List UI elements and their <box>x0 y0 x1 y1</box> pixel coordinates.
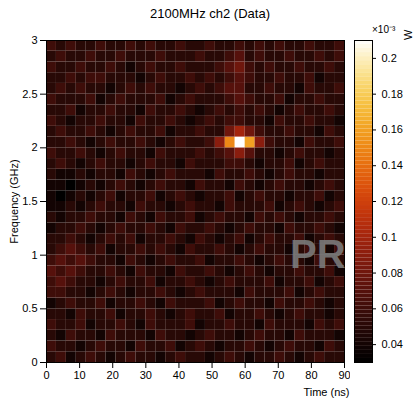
svg-text:40: 40 <box>173 369 185 381</box>
svg-text:50: 50 <box>206 369 218 381</box>
html-text:W: W <box>402 29 414 40</box>
svg-text:80: 80 <box>305 369 317 381</box>
svg-text:90: 90 <box>338 369 350 381</box>
svg-text:60: 60 <box>239 369 251 381</box>
svg-text:0.2: 0.2 <box>382 52 397 64</box>
html-text:PR: PR <box>290 232 346 276</box>
svg-text:Frequency (GHz): Frequency (GHz) <box>8 159 20 243</box>
svg-text:0.06: 0.06 <box>382 302 403 314</box>
svg-text:0.1: 0.1 <box>382 231 397 243</box>
svg-text:1: 1 <box>31 249 37 261</box>
svg-text:Time (ns): Time (ns) <box>303 386 349 398</box>
svg-text:10: 10 <box>73 369 85 381</box>
svg-text:30: 30 <box>140 369 152 381</box>
svg-text:2: 2 <box>31 141 37 153</box>
svg-text:0: 0 <box>31 356 37 368</box>
svg-text:0.18: 0.18 <box>382 88 403 100</box>
svg-text:0.14: 0.14 <box>382 159 403 171</box>
svg-text:1.5: 1.5 <box>22 195 37 207</box>
html-text:2100MHz ch2 (Data): 2100MHz ch2 (Data) <box>150 6 270 21</box>
svg-text:0.16: 0.16 <box>382 123 403 135</box>
svg-text:2.5: 2.5 <box>22 88 37 100</box>
html-text:×10⁻³: ×10⁻³ <box>372 24 396 35</box>
svg-text:0.04: 0.04 <box>382 338 403 350</box>
svg-text:0: 0 <box>43 369 49 381</box>
svg-text:0.12: 0.12 <box>382 195 403 207</box>
svg-text:3: 3 <box>31 34 37 46</box>
svg-text:0.08: 0.08 <box>382 267 403 279</box>
svg-text:0.5: 0.5 <box>22 302 37 314</box>
svg-text:20: 20 <box>107 369 119 381</box>
svg-text:70: 70 <box>272 369 284 381</box>
